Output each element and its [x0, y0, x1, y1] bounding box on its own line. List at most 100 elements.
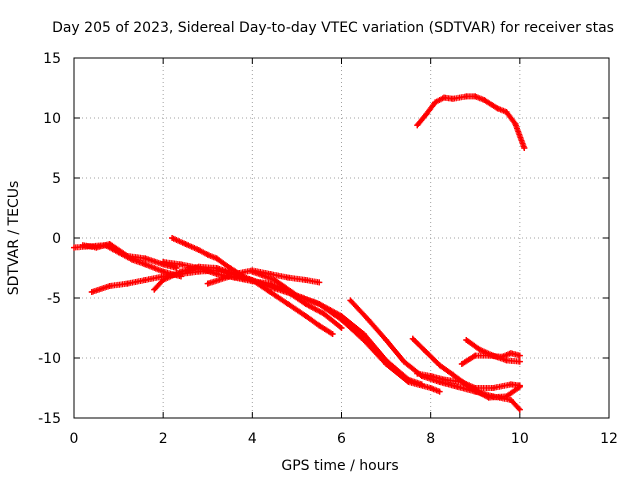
series-line-track-12 [463, 337, 523, 365]
series-track-8 [249, 268, 443, 395]
data-point [436, 388, 443, 395]
data-point [160, 277, 167, 283]
data-point [499, 353, 505, 360]
data-point [516, 358, 523, 365]
data-point [414, 122, 421, 129]
data-point [142, 277, 149, 283]
data-point [71, 244, 77, 251]
data-point [507, 397, 514, 403]
data-point [329, 331, 336, 337]
data-point [79, 242, 86, 249]
data-point [106, 241, 113, 247]
data-point [454, 383, 461, 390]
y-tick-label: 5 [52, 171, 61, 187]
data-point [436, 362, 443, 369]
y-tick-label: 15 [43, 51, 61, 67]
data-point [124, 253, 131, 259]
x-tick-label: 12 [600, 431, 618, 447]
data-point [249, 268, 256, 275]
data-point [423, 111, 430, 118]
x-tick-label: 0 [70, 431, 79, 447]
data-point [213, 271, 220, 277]
x-tick-label: 6 [337, 431, 346, 447]
data-point [383, 361, 390, 367]
data-point [458, 361, 465, 367]
data-point [507, 381, 514, 388]
data-point [503, 393, 510, 400]
x-tick-label: 10 [511, 431, 529, 447]
data-point [204, 280, 211, 287]
y-tick-label: -5 [47, 291, 61, 307]
data-point [490, 385, 497, 391]
data-point [338, 316, 345, 323]
data-point [521, 145, 528, 151]
data-point [449, 95, 456, 102]
data-point [458, 379, 465, 385]
data-point [160, 259, 167, 265]
y-tick-label: -15 [38, 411, 61, 427]
grid [74, 58, 609, 418]
data-point [213, 255, 220, 262]
series-line-track-14 [414, 93, 528, 151]
data-point [476, 346, 483, 353]
data-point [516, 352, 523, 359]
data-series [71, 93, 528, 413]
y-axis-label: SDTVAR / TECUs [6, 181, 22, 296]
data-point [320, 310, 327, 317]
data-point [512, 121, 519, 127]
data-point [213, 265, 220, 271]
data-point [463, 93, 470, 100]
data-point [383, 337, 390, 343]
series-track-12 [463, 337, 523, 365]
data-point [405, 379, 412, 385]
data-point [195, 265, 202, 271]
data-point [485, 394, 492, 401]
data-point [124, 280, 131, 287]
data-point [409, 335, 416, 342]
data-point [365, 316, 372, 323]
y-tick-label: -10 [38, 351, 61, 367]
series-track-14 [414, 93, 528, 151]
data-point [178, 261, 184, 268]
data-point [427, 385, 434, 391]
data-point [178, 268, 184, 275]
data-point [271, 277, 278, 283]
data-point [271, 285, 278, 292]
data-point [182, 241, 189, 247]
data-point [227, 265, 234, 271]
data-point [285, 274, 291, 281]
y-tick-label: 10 [43, 111, 61, 127]
data-point [249, 277, 256, 283]
data-point [227, 273, 234, 280]
data-point [169, 235, 176, 241]
data-point [267, 289, 274, 295]
data-point [507, 350, 514, 357]
data-point [414, 370, 421, 377]
data-point [302, 313, 309, 319]
y-tick-label: 0 [52, 231, 61, 247]
data-point [347, 297, 354, 304]
data-point [302, 277, 309, 283]
data-point [427, 373, 434, 379]
data-point [485, 352, 492, 359]
data-point [503, 357, 510, 364]
data-point [516, 406, 523, 413]
data-point [360, 337, 367, 343]
data-point [142, 255, 149, 262]
x-axis-label: GPS time / hours [281, 458, 398, 474]
data-point [285, 301, 291, 307]
series-track-11 [414, 370, 523, 391]
x-tick-label: 4 [248, 431, 257, 447]
data-point [432, 99, 439, 106]
series-track-13 [458, 350, 523, 367]
x-tick-label: 2 [159, 431, 168, 447]
x-tick-label: 8 [426, 431, 435, 447]
data-point [516, 382, 523, 389]
data-point [449, 371, 456, 378]
data-point [204, 251, 211, 258]
data-point [463, 337, 470, 343]
series-track-10 [409, 335, 523, 401]
data-point [472, 352, 479, 359]
data-point [88, 289, 95, 295]
